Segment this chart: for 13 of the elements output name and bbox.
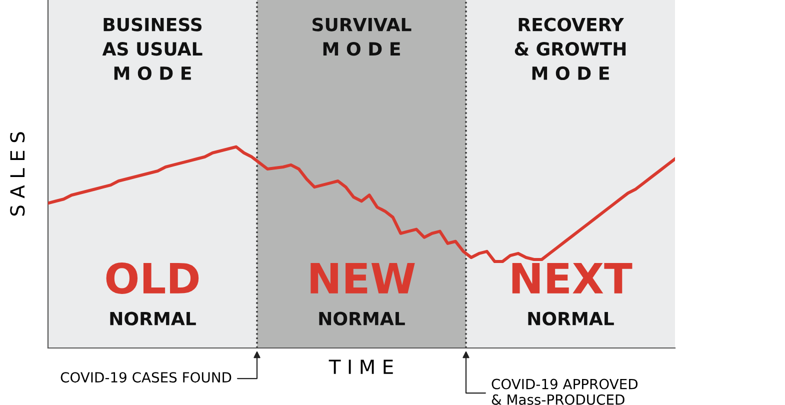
text: COVID-19 APPROVED & Mass-PRODUCED [492, 378, 638, 405]
text: SURVIVAL M O D E [312, 18, 412, 56]
text: RECOVERY & GROWTH M O D E [514, 18, 626, 80]
text: BUSINESS AS USUAL M O D E [102, 18, 202, 80]
annotation: NORMAL [110, 312, 196, 326]
y-axis-title: S A L E S [10, 132, 25, 216]
annotation: OLD [106, 262, 199, 294]
x-axis-title: T I M E [328, 360, 393, 374]
annotation: NEW [310, 263, 415, 294]
annotation: NORMAL [528, 312, 614, 326]
text: COVID-19 CASES FOUND [60, 372, 232, 383]
annotation: NORMAL [319, 312, 405, 326]
annotation: NEXT [512, 263, 632, 294]
